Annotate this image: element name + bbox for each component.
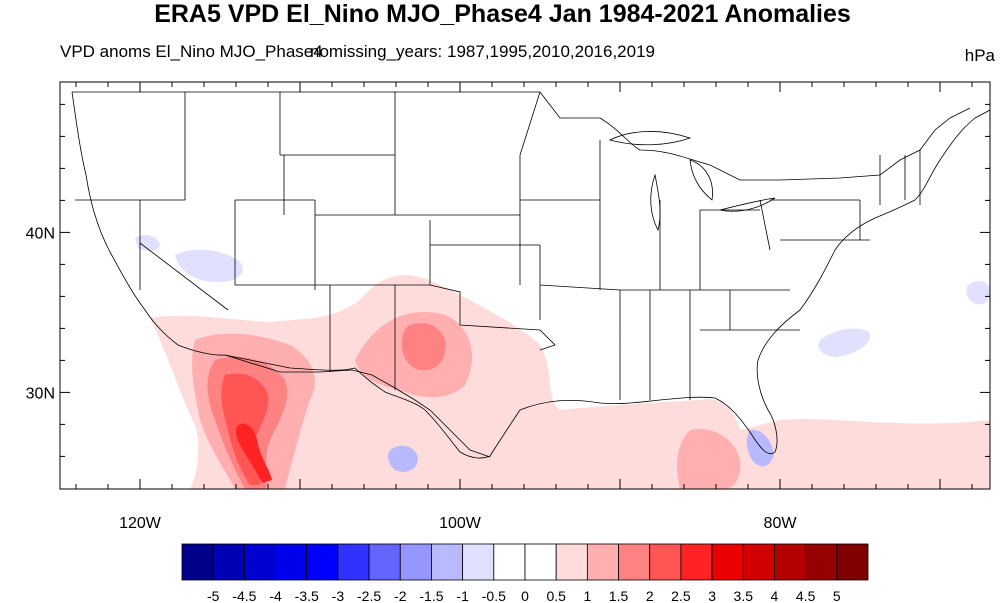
subtitle-center: nomissing_years: 1987,1995,2010,2016,201…	[310, 42, 655, 61]
labelbar-box	[212, 543, 245, 581]
labelbar-label: 4	[771, 588, 779, 603]
labelbar-label: 1.5	[609, 588, 629, 603]
state-lines	[75, 91, 921, 400]
labelbar-box	[368, 543, 401, 581]
lat-label: 40N	[26, 225, 55, 242]
lon-label: 80W	[764, 515, 798, 532]
labelbar-box	[711, 543, 744, 581]
lake-erie	[719, 197, 776, 212]
labelbar-box	[618, 543, 651, 581]
anomaly-region-southwest	[150, 275, 990, 489]
anomaly-negative-atlantic	[818, 328, 871, 357]
lon-label: 120W	[119, 515, 162, 532]
anomaly-core-mexico-3	[235, 423, 272, 483]
labelbar-label: 0	[521, 588, 529, 603]
anomaly-negative-california	[135, 235, 160, 251]
labelbar-box	[306, 543, 339, 581]
lake-superior	[608, 131, 692, 146]
labelbar-box	[462, 543, 495, 581]
coastline-us	[71, 91, 990, 459]
labelbar-box	[493, 543, 526, 581]
labelbar-label: -1	[456, 588, 469, 603]
units-label: hPa	[964, 46, 995, 65]
plot-title: ERA5 VPD El_Nino MJO_Phase4 Jan 1984-202…	[154, 0, 851, 28]
labelbar-label: -1.5	[419, 588, 443, 603]
labelbar-label: 2	[646, 588, 654, 603]
lake-huron	[689, 159, 713, 201]
labelbar-label: 3.5	[734, 588, 754, 603]
labelbar-label: -2.5	[357, 588, 381, 603]
labelbar-box	[805, 543, 838, 581]
labelbar-label: 1	[583, 588, 591, 603]
labelbar-label: 5	[833, 588, 841, 603]
labelbar-box	[774, 543, 807, 581]
labelbar-box	[275, 543, 308, 581]
labelbar-label: -0.5	[482, 588, 506, 603]
lon-label: 100W	[439, 515, 482, 532]
labelbar-box	[742, 543, 775, 581]
boundaries	[71, 91, 990, 459]
labelbar-label: -4	[269, 588, 282, 603]
lake-michigan	[650, 173, 661, 232]
labelbar-box	[243, 543, 276, 581]
labelbar-label: -4.5	[232, 588, 256, 603]
anomaly-region-atlantic	[817, 424, 990, 489]
labelbar-label: -3.5	[295, 588, 319, 603]
lat-label: 30N	[26, 385, 55, 402]
anomaly-negative-east	[966, 280, 990, 305]
labelbar-box	[555, 543, 588, 581]
labelbar-label: -3	[332, 588, 345, 603]
labelbar-label: -5	[207, 588, 220, 603]
border-canada	[72, 91, 971, 181]
labelbar-label: 2.5	[671, 588, 691, 603]
anomaly-shading	[135, 235, 990, 489]
anomaly-negative-nevada	[175, 249, 243, 283]
labelbar-label: -2	[394, 588, 407, 603]
subtitle-left: VPD anoms El_Nino MJO_Phase4	[60, 42, 323, 61]
labelbar-box	[586, 543, 619, 581]
anomaly-core-texas	[402, 323, 446, 371]
labelbar-box	[181, 543, 214, 581]
latitude-ticks: 30N 40N	[26, 103, 990, 457]
labelbar-box	[399, 543, 432, 581]
map-frame	[59, 81, 991, 490]
labelbar-label: 4.5	[796, 588, 816, 603]
anomaly-negative-baja	[387, 445, 418, 472]
labelbar-box	[337, 543, 370, 581]
labelbar-box	[836, 543, 869, 581]
anomaly-negative-florida	[746, 429, 774, 467]
labelbar-box	[649, 543, 682, 581]
longitude-ticks: 120W 100W 80W	[75, 82, 973, 532]
labelbar-box	[524, 543, 557, 581]
labelbar-label: 0.5	[546, 588, 566, 603]
labelbar-label: 3	[708, 588, 716, 603]
labelbar-box	[680, 543, 713, 581]
color-labelbar: -5 -4.5 -4 -3.5 -3 -2.5 -2 -1.5 -1 -0.5 0 0.5 1 1.5 2 2…	[181, 543, 869, 603]
anomaly-region-gulf	[677, 429, 741, 489]
labelbar-box	[431, 543, 464, 581]
